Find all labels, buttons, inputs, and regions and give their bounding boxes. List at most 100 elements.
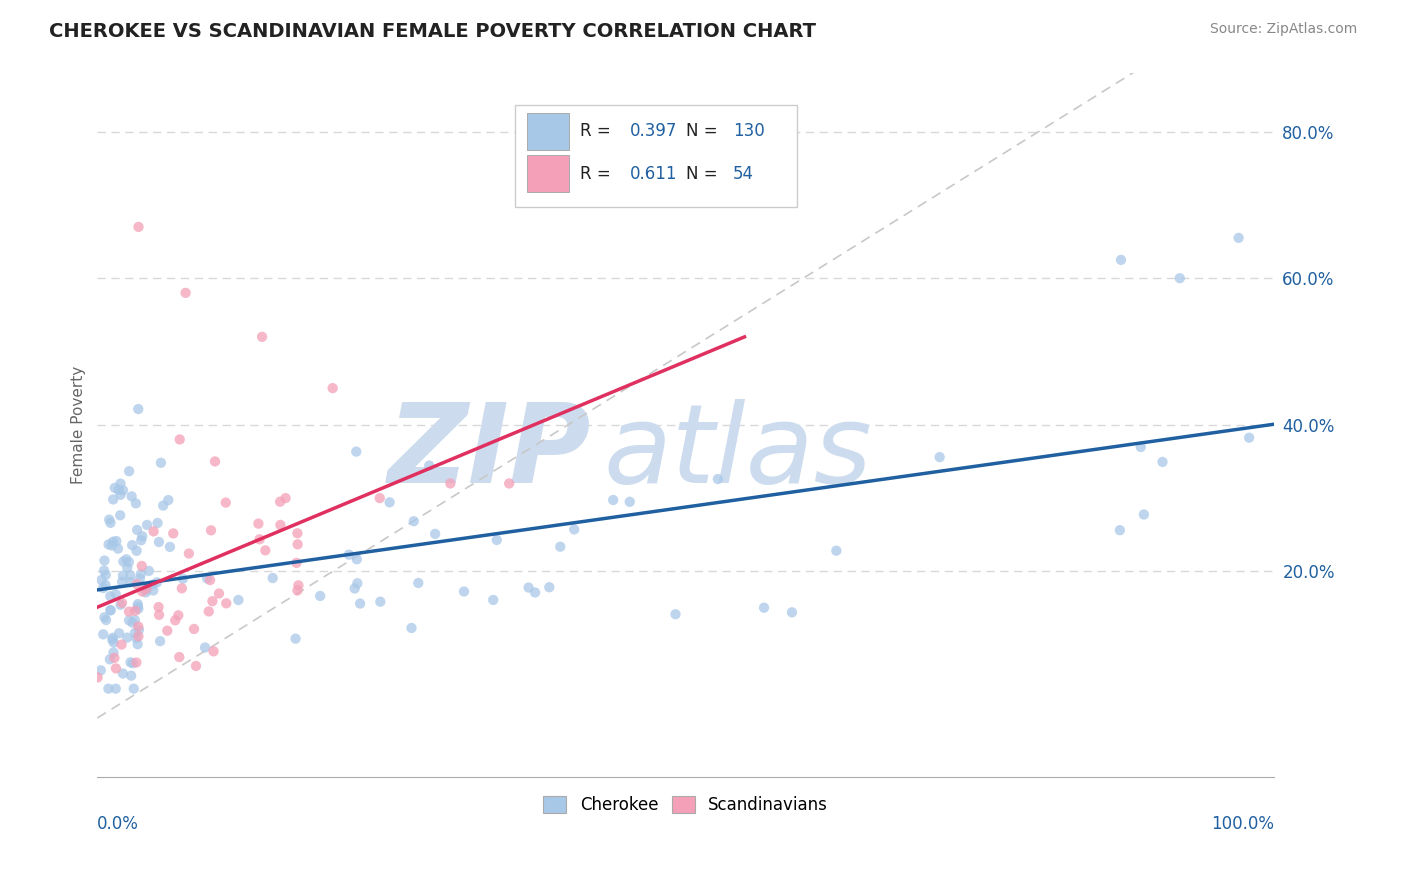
Point	[548, 540, 571, 554]
Point	[172, 572, 194, 586]
Point	[269, 517, 291, 532]
Point	[128, 219, 150, 234]
Point	[135, 582, 157, 596]
Point	[98, 652, 121, 666]
Point	[202, 644, 225, 658]
Point	[167, 608, 190, 623]
Point	[453, 584, 475, 599]
Point	[368, 491, 391, 505]
Point	[111, 568, 134, 582]
Point	[124, 613, 146, 627]
Point	[128, 572, 150, 586]
Point	[274, 491, 297, 505]
Point	[146, 516, 169, 530]
Point	[159, 540, 181, 554]
Point	[138, 564, 160, 578]
Point	[183, 622, 205, 636]
Point	[142, 583, 165, 598]
Point	[170, 582, 193, 596]
Point	[538, 580, 561, 594]
Point	[157, 493, 180, 508]
Point	[156, 624, 179, 638]
Point	[108, 626, 131, 640]
Point	[162, 526, 184, 541]
Point	[129, 566, 152, 581]
Point	[195, 572, 218, 586]
Point	[208, 586, 231, 600]
Point	[121, 615, 143, 630]
Text: R =: R =	[579, 122, 616, 140]
Point	[101, 632, 124, 647]
Point	[401, 621, 423, 635]
Point	[619, 495, 641, 509]
Point	[120, 669, 142, 683]
Point	[215, 495, 238, 509]
Point	[344, 444, 367, 458]
Point	[111, 666, 134, 681]
Point	[602, 493, 624, 508]
Point	[104, 681, 127, 696]
Point	[118, 613, 141, 627]
Point	[110, 598, 132, 612]
Point	[105, 534, 128, 549]
Point	[97, 681, 120, 696]
Point	[118, 555, 141, 569]
Point	[322, 381, 344, 395]
FancyBboxPatch shape	[527, 155, 569, 192]
Point	[169, 650, 191, 665]
Point	[127, 637, 149, 651]
Point	[86, 670, 108, 684]
Point	[524, 585, 547, 599]
Point	[110, 488, 132, 502]
Point	[485, 533, 508, 547]
Point	[1152, 455, 1174, 469]
Point	[337, 548, 360, 562]
Point	[148, 600, 170, 615]
Point	[346, 576, 368, 591]
Point	[378, 495, 401, 509]
Point	[94, 578, 117, 592]
Point	[118, 464, 141, 478]
Point	[1227, 231, 1250, 245]
Point	[136, 517, 159, 532]
Point	[343, 582, 366, 596]
Point	[121, 538, 143, 552]
Point	[707, 472, 730, 486]
Point	[439, 476, 461, 491]
Point	[562, 522, 585, 536]
Point	[194, 640, 217, 655]
Point	[103, 635, 125, 649]
Legend: Cherokee, Scandinavians: Cherokee, Scandinavians	[537, 789, 835, 821]
Point	[124, 625, 146, 640]
Point	[120, 568, 142, 582]
Point	[131, 529, 153, 543]
Point	[1237, 431, 1260, 445]
Point	[110, 638, 132, 652]
Point	[98, 513, 121, 527]
Point	[370, 595, 392, 609]
Point	[664, 607, 686, 622]
Point	[127, 523, 149, 537]
Point	[121, 489, 143, 503]
Point	[112, 555, 135, 569]
Point	[408, 576, 430, 591]
Point	[122, 681, 145, 696]
Point	[928, 450, 950, 464]
Point	[131, 584, 153, 599]
Point	[110, 476, 132, 491]
Point	[90, 664, 112, 678]
Point	[146, 575, 169, 590]
Point	[103, 651, 125, 665]
Point	[309, 589, 332, 603]
Point	[107, 541, 129, 556]
Point	[129, 533, 152, 548]
Point	[228, 593, 250, 607]
Point	[91, 627, 114, 641]
Point	[418, 458, 440, 473]
Point	[127, 629, 149, 643]
Point	[287, 537, 309, 551]
Text: N =: N =	[686, 122, 723, 140]
Point	[262, 571, 284, 585]
Point	[93, 610, 115, 624]
Point	[125, 577, 148, 591]
